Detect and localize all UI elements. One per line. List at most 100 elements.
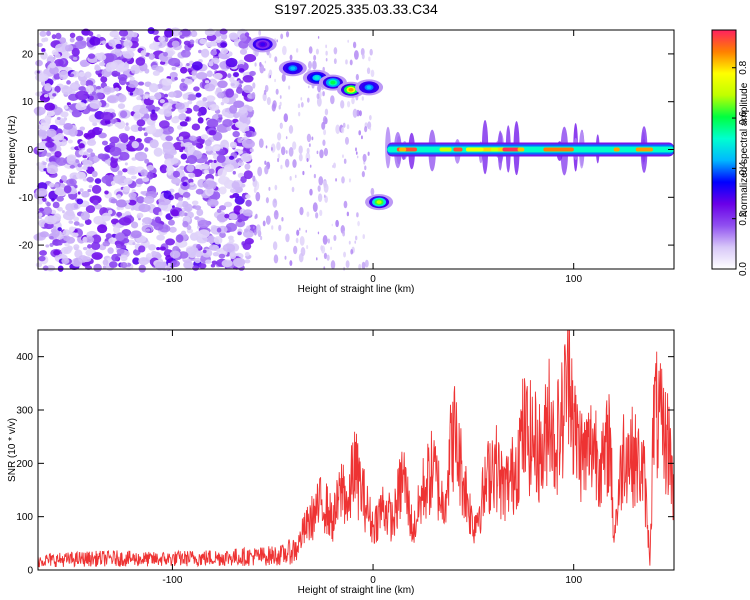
spectrogram-noise-mark	[54, 188, 65, 196]
spectrogram-noise-mark	[205, 145, 213, 152]
spectrogram-noise-mark	[181, 78, 186, 83]
spectrogram-noise-mark	[101, 140, 108, 146]
spectrogram-noise-mark	[85, 205, 96, 214]
spectrogram-noise-mark	[249, 70, 256, 77]
spectrogram-noise-mark	[46, 30, 51, 37]
spectrogram-noise-mark	[75, 159, 80, 164]
spectrogram-noise-mark	[195, 92, 202, 98]
spectrogram-noise-mark	[343, 200, 348, 209]
spectrogram-noise-mark	[152, 70, 160, 76]
spectrogram-noise-mark	[244, 32, 250, 37]
spectrogram-noise-mark	[226, 126, 232, 132]
spectrogram-noise-mark	[159, 99, 165, 104]
spectrogram-noise-mark	[143, 132, 148, 137]
spectrogram-noise-mark	[79, 71, 85, 77]
spectrogram-blob	[330, 80, 336, 85]
spectrogram-noise-mark	[323, 183, 329, 193]
spectrogram-noise-mark	[190, 30, 198, 38]
spectrogram-noise-mark	[204, 83, 216, 92]
spectrogram-noise-mark	[162, 144, 176, 154]
spectrogram-noise-mark	[51, 198, 55, 202]
spectrogram-line-peak	[453, 147, 463, 152]
spectrogram-noise-mark	[57, 241, 63, 246]
spectrogram-noise-mark	[179, 82, 188, 92]
spectrogram-noise-mark	[367, 151, 370, 156]
spectrogram-noise-mark	[260, 235, 263, 241]
spectrogram-noise-mark	[172, 170, 181, 178]
spectrogram-noise-mark	[82, 246, 88, 251]
spectrogram-noise-mark	[320, 245, 324, 251]
spectrogram-noise-mark	[198, 49, 202, 54]
spectrogram-noise-mark	[163, 190, 172, 200]
spectrogram-noise-mark	[239, 80, 244, 84]
spectrogram-noise-mark	[232, 257, 246, 267]
spectrogram-noise-mark	[274, 199, 277, 204]
spectrogram-noise-mark	[281, 146, 286, 156]
spectrogram-noise-mark	[42, 206, 53, 216]
spectrogram-noise-mark	[354, 240, 357, 244]
spectrogram-noise-mark	[251, 91, 256, 100]
spectrogram-noise-mark	[86, 236, 95, 243]
spectrogram-noise-mark	[71, 109, 82, 118]
spectrogram-noise-mark	[252, 175, 256, 182]
spectrogram-noise-mark	[169, 71, 178, 79]
spectrogram-noise-mark	[191, 61, 203, 71]
spectrogram-noise-mark	[82, 178, 88, 182]
spectrogram-noise-mark	[69, 82, 78, 90]
spectrogram-noise-mark	[96, 34, 101, 39]
spectrogram-noise-mark	[131, 141, 140, 149]
spectrogram-noise-mark	[196, 138, 202, 143]
spectrogram-noise-mark	[75, 102, 87, 111]
spectrogram-noise-mark	[109, 142, 116, 149]
spectrogram-noise-mark	[111, 70, 121, 77]
spectrogram-noise-mark	[91, 234, 102, 244]
spectrogram-noise-mark	[317, 193, 323, 202]
spectrogram-noise-mark	[88, 95, 94, 101]
spectrogram-noise-mark	[88, 184, 93, 189]
colorbar-tick-label: 0.2	[738, 211, 749, 225]
spectrogram-noise-mark	[44, 83, 52, 92]
spectrogram-noise-mark	[361, 53, 365, 60]
spectrogram-noise-mark	[125, 200, 130, 204]
spectrogram-noise-mark	[335, 219, 339, 228]
colorbar-tick-label: 0.6	[738, 111, 749, 125]
spectrogram-noise-mark	[49, 147, 54, 151]
spectrogram-noise-mark	[53, 73, 61, 80]
spectrogram-noise-mark	[277, 153, 281, 159]
spectrogram-noise-mark	[264, 165, 269, 175]
spectrogram-noise-mark	[364, 165, 367, 171]
spectrogram-noise-mark	[91, 184, 102, 194]
spectrogram-noise-mark	[41, 197, 47, 202]
spectrogram-noise-mark	[68, 220, 74, 224]
spectrogram-noise-mark	[133, 113, 141, 119]
spectrogram-noise-mark	[313, 173, 316, 179]
spectrogram-noise-mark	[75, 90, 89, 101]
snr-x-axis-label: Height of straight line (km)	[298, 585, 415, 596]
spectrogram-noise-mark	[86, 139, 97, 146]
spectrogram-noise-mark	[59, 70, 69, 80]
spectrogram-noise-mark	[74, 80, 79, 85]
spectrogram-noise-mark	[229, 141, 237, 149]
spectrogram-noise-mark	[143, 196, 155, 204]
spectrogram-noise-mark	[270, 146, 273, 151]
spectrogram-noise-mark	[274, 78, 276, 83]
spectrogram-noise-mark	[123, 177, 133, 185]
spectrogram-noise-mark	[154, 92, 162, 100]
spectrogram-noise-mark	[284, 158, 290, 168]
spectrogram-noise-mark	[178, 31, 183, 36]
spectrogram-noise-mark	[315, 212, 319, 219]
spectrogram-noise-mark	[69, 32, 76, 39]
spectrogram-noise-mark	[224, 213, 230, 219]
spectrogram-noise-mark	[94, 178, 102, 184]
spectrogram-noise-mark	[214, 30, 222, 37]
spectrogram-noise-mark	[99, 62, 106, 67]
spectrogram-noise-mark	[201, 248, 213, 258]
spectrogram-noise-mark	[144, 147, 149, 152]
spectrogram-noise-mark	[77, 191, 81, 195]
spectrogram-noise-mark	[216, 154, 226, 163]
spectrogram-noise-mark	[229, 188, 236, 194]
spectrogram-noise-mark	[85, 85, 95, 93]
spectrogram-noise-mark	[54, 53, 61, 59]
spectrogram-noise-mark	[91, 241, 101, 250]
spectrogram-noise-mark	[122, 168, 128, 173]
